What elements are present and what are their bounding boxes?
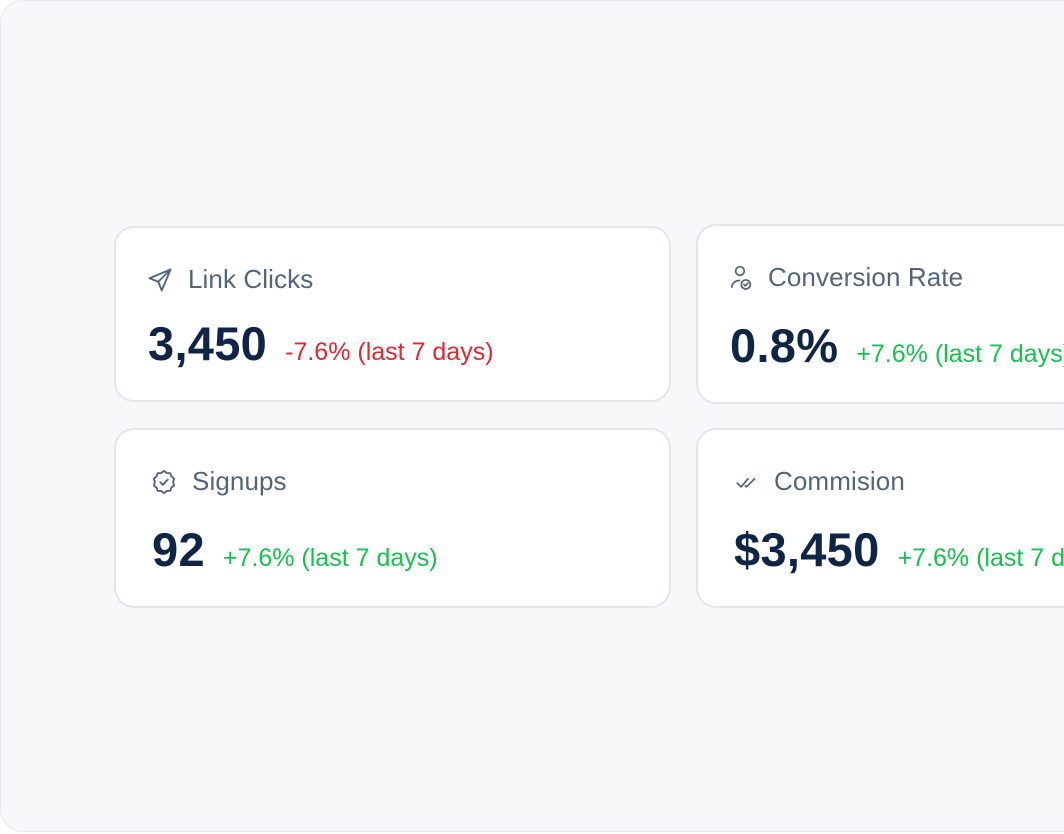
stat-row: 92 +7.6% (last 7 days) (152, 522, 438, 577)
stat-card-link-clicks[interactable]: Link Clicks 3,450 -7.6% (last 7 days) (114, 226, 671, 402)
stat-label: Conversion Rate (768, 262, 964, 292)
stat-value: 0.8% (730, 319, 839, 372)
stat-card-signups[interactable]: Signups 92 +7.6% (last 7 days) (114, 428, 671, 608)
stat-value: $3,450 (734, 523, 880, 576)
stat-delta: +7.6% (last 7 days) (856, 340, 1064, 368)
user-check-icon (728, 264, 754, 292)
send-icon (146, 266, 174, 294)
stat-delta: +7.6% (last 7 days) (897, 544, 1064, 572)
double-check-icon (734, 469, 760, 495)
stat-card-header: Signups (150, 466, 287, 497)
stat-label: Signups (192, 466, 287, 496)
stat-card-commision[interactable]: Commision $3,450 +7.6% (last 7 days) (696, 428, 1064, 608)
stat-row: 3,450 -7.6% (last 7 days) (148, 316, 494, 371)
stat-value: 92 (152, 523, 205, 576)
stat-card-header: Commision (734, 466, 905, 497)
stat-label: Commision (774, 466, 905, 496)
stat-card-conversion-rate[interactable]: Conversion Rate 0.8% +7.6% (last 7 days) (696, 224, 1064, 404)
stat-delta: +7.6% (last 7 days) (222, 544, 438, 572)
stat-card-header: Link Clicks (146, 264, 313, 295)
stat-row: $3,450 +7.6% (last 7 days) (734, 522, 1064, 577)
verified-badge-icon (150, 468, 178, 496)
stat-card-header: Conversion Rate (728, 262, 963, 293)
stat-row: 0.8% +7.6% (last 7 days) (730, 318, 1064, 373)
stat-label: Link Clicks (188, 264, 314, 294)
stat-delta: -7.6% (last 7 days) (285, 338, 494, 366)
stat-value: 3,450 (148, 317, 268, 370)
